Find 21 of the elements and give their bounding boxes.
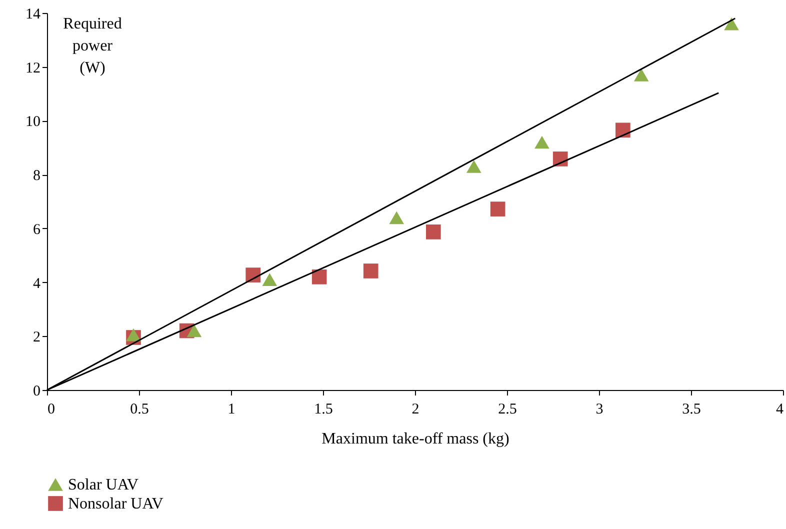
x-tick-label: 3 <box>596 402 604 418</box>
y-tick-label: 14 <box>26 6 41 22</box>
y-tick-label: 0 <box>33 384 40 400</box>
y-tick-label: 4 <box>33 276 41 292</box>
x-tick-label: 0.5 <box>130 402 149 418</box>
y-axis-title: Required power (W) <box>63 16 122 76</box>
y-tick-label: 10 <box>26 114 40 130</box>
x-tick-label: 3.5 <box>682 402 701 418</box>
y-tick-label: 6 <box>33 222 41 238</box>
legend-label: Nonsolar UAV <box>68 496 164 512</box>
x-tick-label: 1 <box>228 402 236 418</box>
x-tick-label: 2.5 <box>498 402 517 418</box>
x-axis-title: Maximum take-off mass (kg) <box>322 430 510 448</box>
x-tick-label: 2 <box>412 402 420 418</box>
y-tick-label: 2 <box>33 330 40 346</box>
x-tick-label: 4 <box>776 402 784 418</box>
y-tick-label: 12 <box>26 60 40 76</box>
y-tick-label: 8 <box>33 168 40 184</box>
legend-label: Solar UAV <box>68 476 139 494</box>
x-tick-label: 1.5 <box>314 402 333 418</box>
x-tick-label: 0 <box>48 402 55 418</box>
